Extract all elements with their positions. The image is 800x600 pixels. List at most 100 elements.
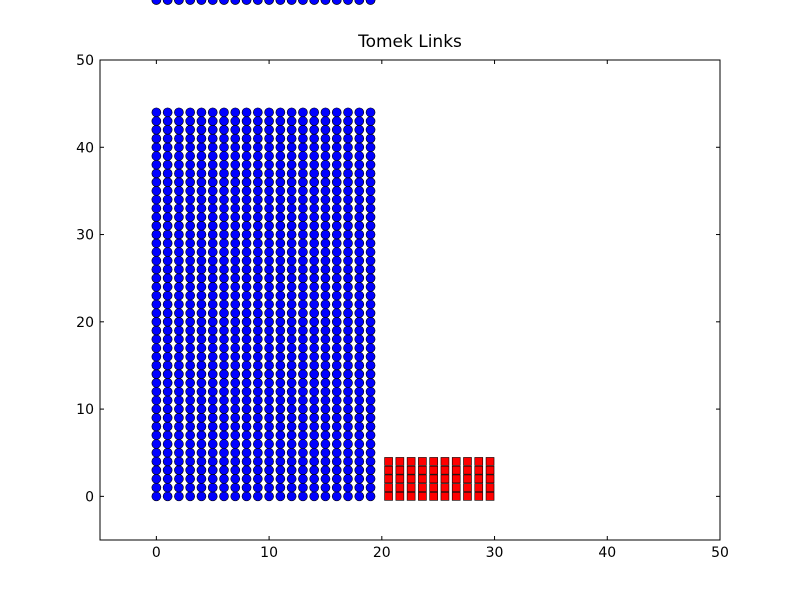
point <box>207 395 218 406</box>
point <box>174 351 184 362</box>
point <box>230 159 241 170</box>
point <box>331 421 342 432</box>
point <box>365 221 376 231</box>
point <box>275 343 286 353</box>
point <box>309 290 319 301</box>
point <box>253 456 263 467</box>
point <box>320 133 331 144</box>
point <box>474 465 484 475</box>
point <box>298 395 308 406</box>
point <box>196 273 207 283</box>
point <box>365 177 376 187</box>
point <box>286 395 297 406</box>
point <box>429 492 438 501</box>
point <box>343 369 353 379</box>
point <box>219 229 229 240</box>
point <box>331 151 342 161</box>
point <box>196 317 207 327</box>
point <box>151 325 162 336</box>
point <box>162 386 173 397</box>
point <box>253 317 263 327</box>
point <box>354 212 365 222</box>
point <box>309 413 319 423</box>
point <box>253 447 263 458</box>
point <box>174 125 184 135</box>
point <box>207 264 218 275</box>
point <box>264 491 274 502</box>
point <box>241 290 252 301</box>
point <box>207 447 218 458</box>
point <box>286 404 297 414</box>
point <box>162 151 173 161</box>
point <box>230 447 241 458</box>
point <box>354 116 365 126</box>
point <box>241 107 252 118</box>
point <box>286 221 297 231</box>
point <box>219 142 229 153</box>
point <box>162 325 173 336</box>
point <box>162 264 173 275</box>
point <box>384 483 393 492</box>
point <box>151 107 162 118</box>
point <box>207 299 218 310</box>
point <box>275 247 286 257</box>
point <box>320 238 331 249</box>
point <box>230 360 241 371</box>
point <box>162 282 173 292</box>
point <box>463 492 472 501</box>
point <box>162 168 173 179</box>
point <box>207 456 218 467</box>
point <box>343 439 353 449</box>
point <box>309 447 319 458</box>
point <box>320 404 331 414</box>
point <box>174 317 184 327</box>
point <box>365 273 376 283</box>
point <box>365 238 376 249</box>
point <box>440 457 450 466</box>
point <box>162 378 173 388</box>
point <box>174 456 184 467</box>
point <box>207 360 218 371</box>
point <box>174 299 184 310</box>
point <box>185 133 195 144</box>
point <box>298 133 308 144</box>
point <box>162 334 173 345</box>
point <box>384 465 393 475</box>
point <box>207 159 218 170</box>
point <box>331 395 342 406</box>
point <box>207 247 218 257</box>
point <box>162 317 173 327</box>
point <box>174 430 184 441</box>
point <box>384 492 393 501</box>
point <box>365 168 376 179</box>
point <box>219 273 229 283</box>
point <box>343 465 353 475</box>
point <box>264 482 274 493</box>
point <box>298 186 308 196</box>
point <box>275 290 286 301</box>
point <box>298 351 308 362</box>
point <box>309 273 319 283</box>
point <box>185 456 195 467</box>
point <box>286 194 297 205</box>
point <box>207 133 218 144</box>
point <box>343 255 353 266</box>
point <box>320 125 331 135</box>
point <box>185 212 195 222</box>
point <box>343 203 353 214</box>
point <box>354 395 365 406</box>
point <box>185 273 195 283</box>
point <box>286 378 297 388</box>
chart-title: Tomek Links <box>357 32 462 52</box>
point <box>343 317 353 327</box>
point <box>309 255 319 266</box>
point <box>219 465 229 475</box>
point <box>207 107 218 118</box>
x-tick-label: 0 <box>152 545 161 561</box>
point <box>320 343 331 353</box>
point <box>275 273 286 283</box>
point <box>207 439 218 449</box>
point <box>230 247 241 257</box>
point <box>309 465 319 475</box>
point <box>207 334 218 345</box>
